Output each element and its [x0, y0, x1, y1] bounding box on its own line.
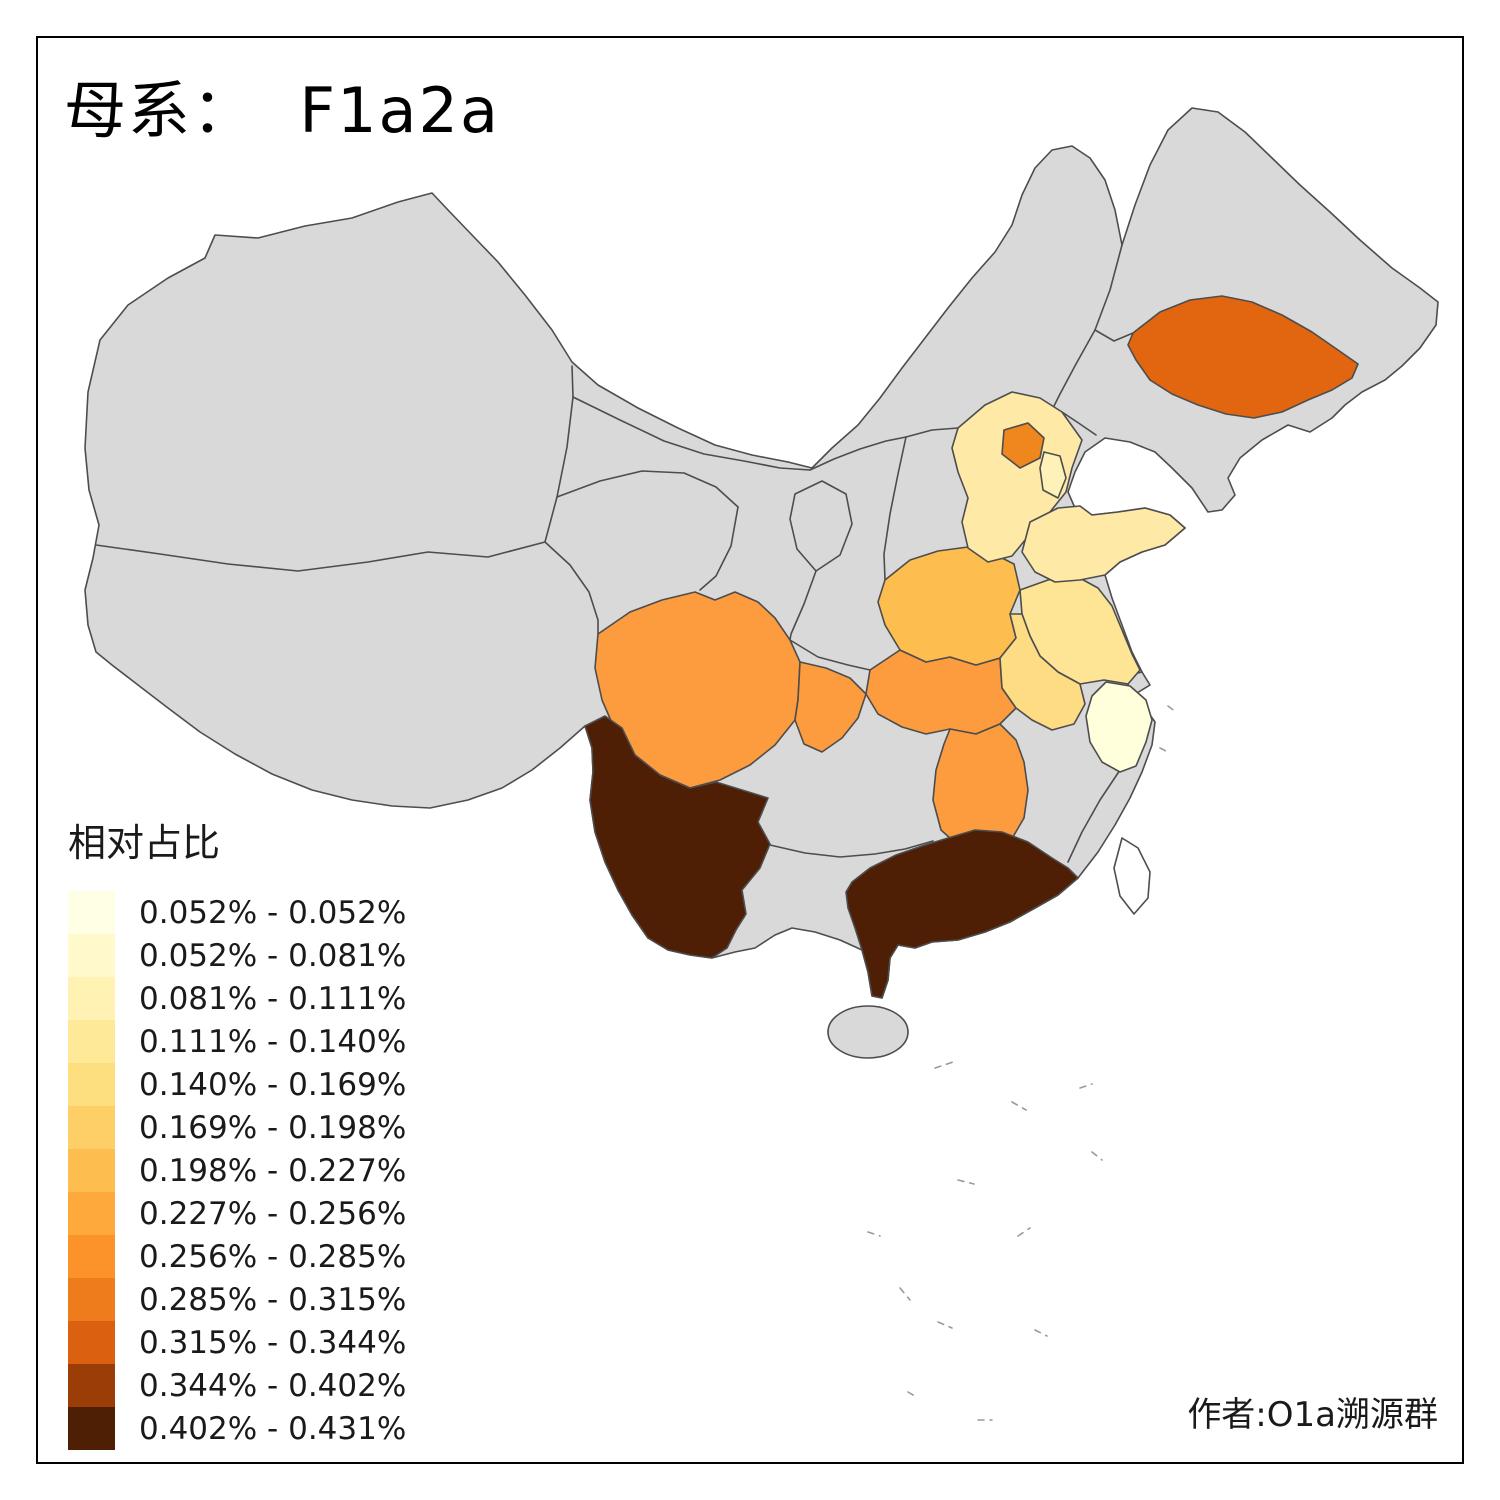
border-xinjiang-south [95, 541, 546, 572]
legend-label: 0.052% - 0.081% [139, 937, 407, 974]
legend-label: 0.198% - 0.227% [139, 1152, 407, 1189]
legend-item: 0.111% - 0.140% [68, 1020, 406, 1063]
region-yunnan [584, 715, 771, 959]
legend-item: 0.052% - 0.052% [68, 891, 406, 934]
border-gansu-neimenggu [572, 396, 811, 471]
province-borders [95, 244, 1143, 863]
legend-swatch [68, 891, 115, 934]
legend-label: 0.285% - 0.315% [139, 1281, 407, 1318]
border-neimenggu-liaoning [1049, 329, 1096, 415]
region-guangdong [845, 829, 1079, 999]
region-anhui [999, 613, 1086, 731]
border-liaoning-hebei [1061, 411, 1097, 436]
region-jilin [1127, 295, 1359, 419]
legend-swatch [68, 934, 115, 977]
legend-items: 0.052% - 0.052% 0.052% - 0.081% 0.081% - 0… [68, 891, 406, 1450]
legend-label: 0.052% - 0.052% [139, 894, 407, 931]
border-shanxi-north [905, 427, 959, 438]
border-jiangxi-fujian [1067, 769, 1121, 863]
legend-item: 0.227% - 0.256% [68, 1192, 406, 1235]
legend-label: 0.402% - 0.431% [139, 1410, 407, 1447]
legend-item: 0.256% - 0.285% [68, 1235, 406, 1278]
border-neimenggu-south [809, 436, 907, 471]
legend-swatch [68, 1235, 115, 1278]
legend-item: 0.344% - 0.402% [68, 1364, 406, 1407]
islands [827, 705, 1177, 1421]
border-tibet-qinghai [544, 541, 599, 635]
legend-swatch [68, 1106, 115, 1149]
legend-item: 0.315% - 0.344% [68, 1321, 406, 1364]
legend-item: 0.140% - 0.169% [68, 1063, 406, 1106]
legend-label: 0.344% - 0.402% [139, 1367, 407, 1404]
legend-label: 0.315% - 0.344% [139, 1324, 407, 1361]
border-xinjiang-east [544, 365, 574, 543]
region-zhejiang [1085, 681, 1153, 773]
region-taiwan [1113, 837, 1151, 915]
legend-label: 0.169% - 0.198% [139, 1109, 407, 1146]
legend-label: 0.111% - 0.140% [139, 1023, 407, 1060]
border-shaanxi-south [789, 639, 871, 671]
legend-swatch [68, 1149, 115, 1192]
legend-item: 0.402% - 0.431% [68, 1407, 406, 1450]
legend-item: 0.198% - 0.227% [68, 1149, 406, 1192]
legend-swatch [68, 1063, 115, 1106]
page-title: 母系： F1a2a [64, 74, 500, 147]
region-hainan [827, 1005, 909, 1059]
border-neimenggu-jilin [1094, 329, 1134, 342]
legend-swatch [68, 977, 115, 1020]
legend-swatch [68, 1020, 115, 1063]
border-ningxia [789, 480, 853, 572]
legend-item: 0.285% - 0.315% [68, 1278, 406, 1321]
legend-label: 0.256% - 0.285% [139, 1238, 407, 1275]
region-shandong [1021, 505, 1186, 583]
legend-title: 相对占比 [68, 821, 221, 865]
colored-regions [584, 295, 1359, 999]
legend-swatch [68, 1278, 115, 1321]
border-qinghai-east [699, 506, 739, 591]
legend-swatch [68, 1364, 115, 1407]
border-shaanxi-east [883, 436, 907, 581]
legend-label: 0.081% - 0.111% [139, 980, 407, 1017]
legend-item: 0.169% - 0.198% [68, 1106, 406, 1149]
border-shaanxi-west [789, 570, 817, 641]
legend-swatch [68, 1321, 115, 1364]
legend-item: 0.081% - 0.111% [68, 977, 406, 1020]
legend: 相对占比 0.052% - 0.052% 0.052% - 0.081% 0.081… [68, 812, 406, 1450]
legend-label: 0.140% - 0.169% [139, 1066, 407, 1103]
legend-item: 0.052% - 0.081% [68, 934, 406, 977]
region-beijing [1001, 422, 1045, 469]
border-heilongjiang-neimenggu [1094, 244, 1123, 331]
border-qinghai-north [556, 470, 739, 508]
legend-label: 0.227% - 0.256% [139, 1195, 407, 1232]
attribution: 作者:O1a溯源群 [1187, 1395, 1438, 1435]
legend-swatch [68, 1192, 115, 1235]
south-china-sea-islands [867, 705, 1177, 1421]
border-guizhou-guangxi [769, 840, 934, 858]
region-tianjin [1039, 451, 1067, 499]
region-chongqing [794, 661, 867, 753]
legend-swatch [68, 1407, 115, 1450]
